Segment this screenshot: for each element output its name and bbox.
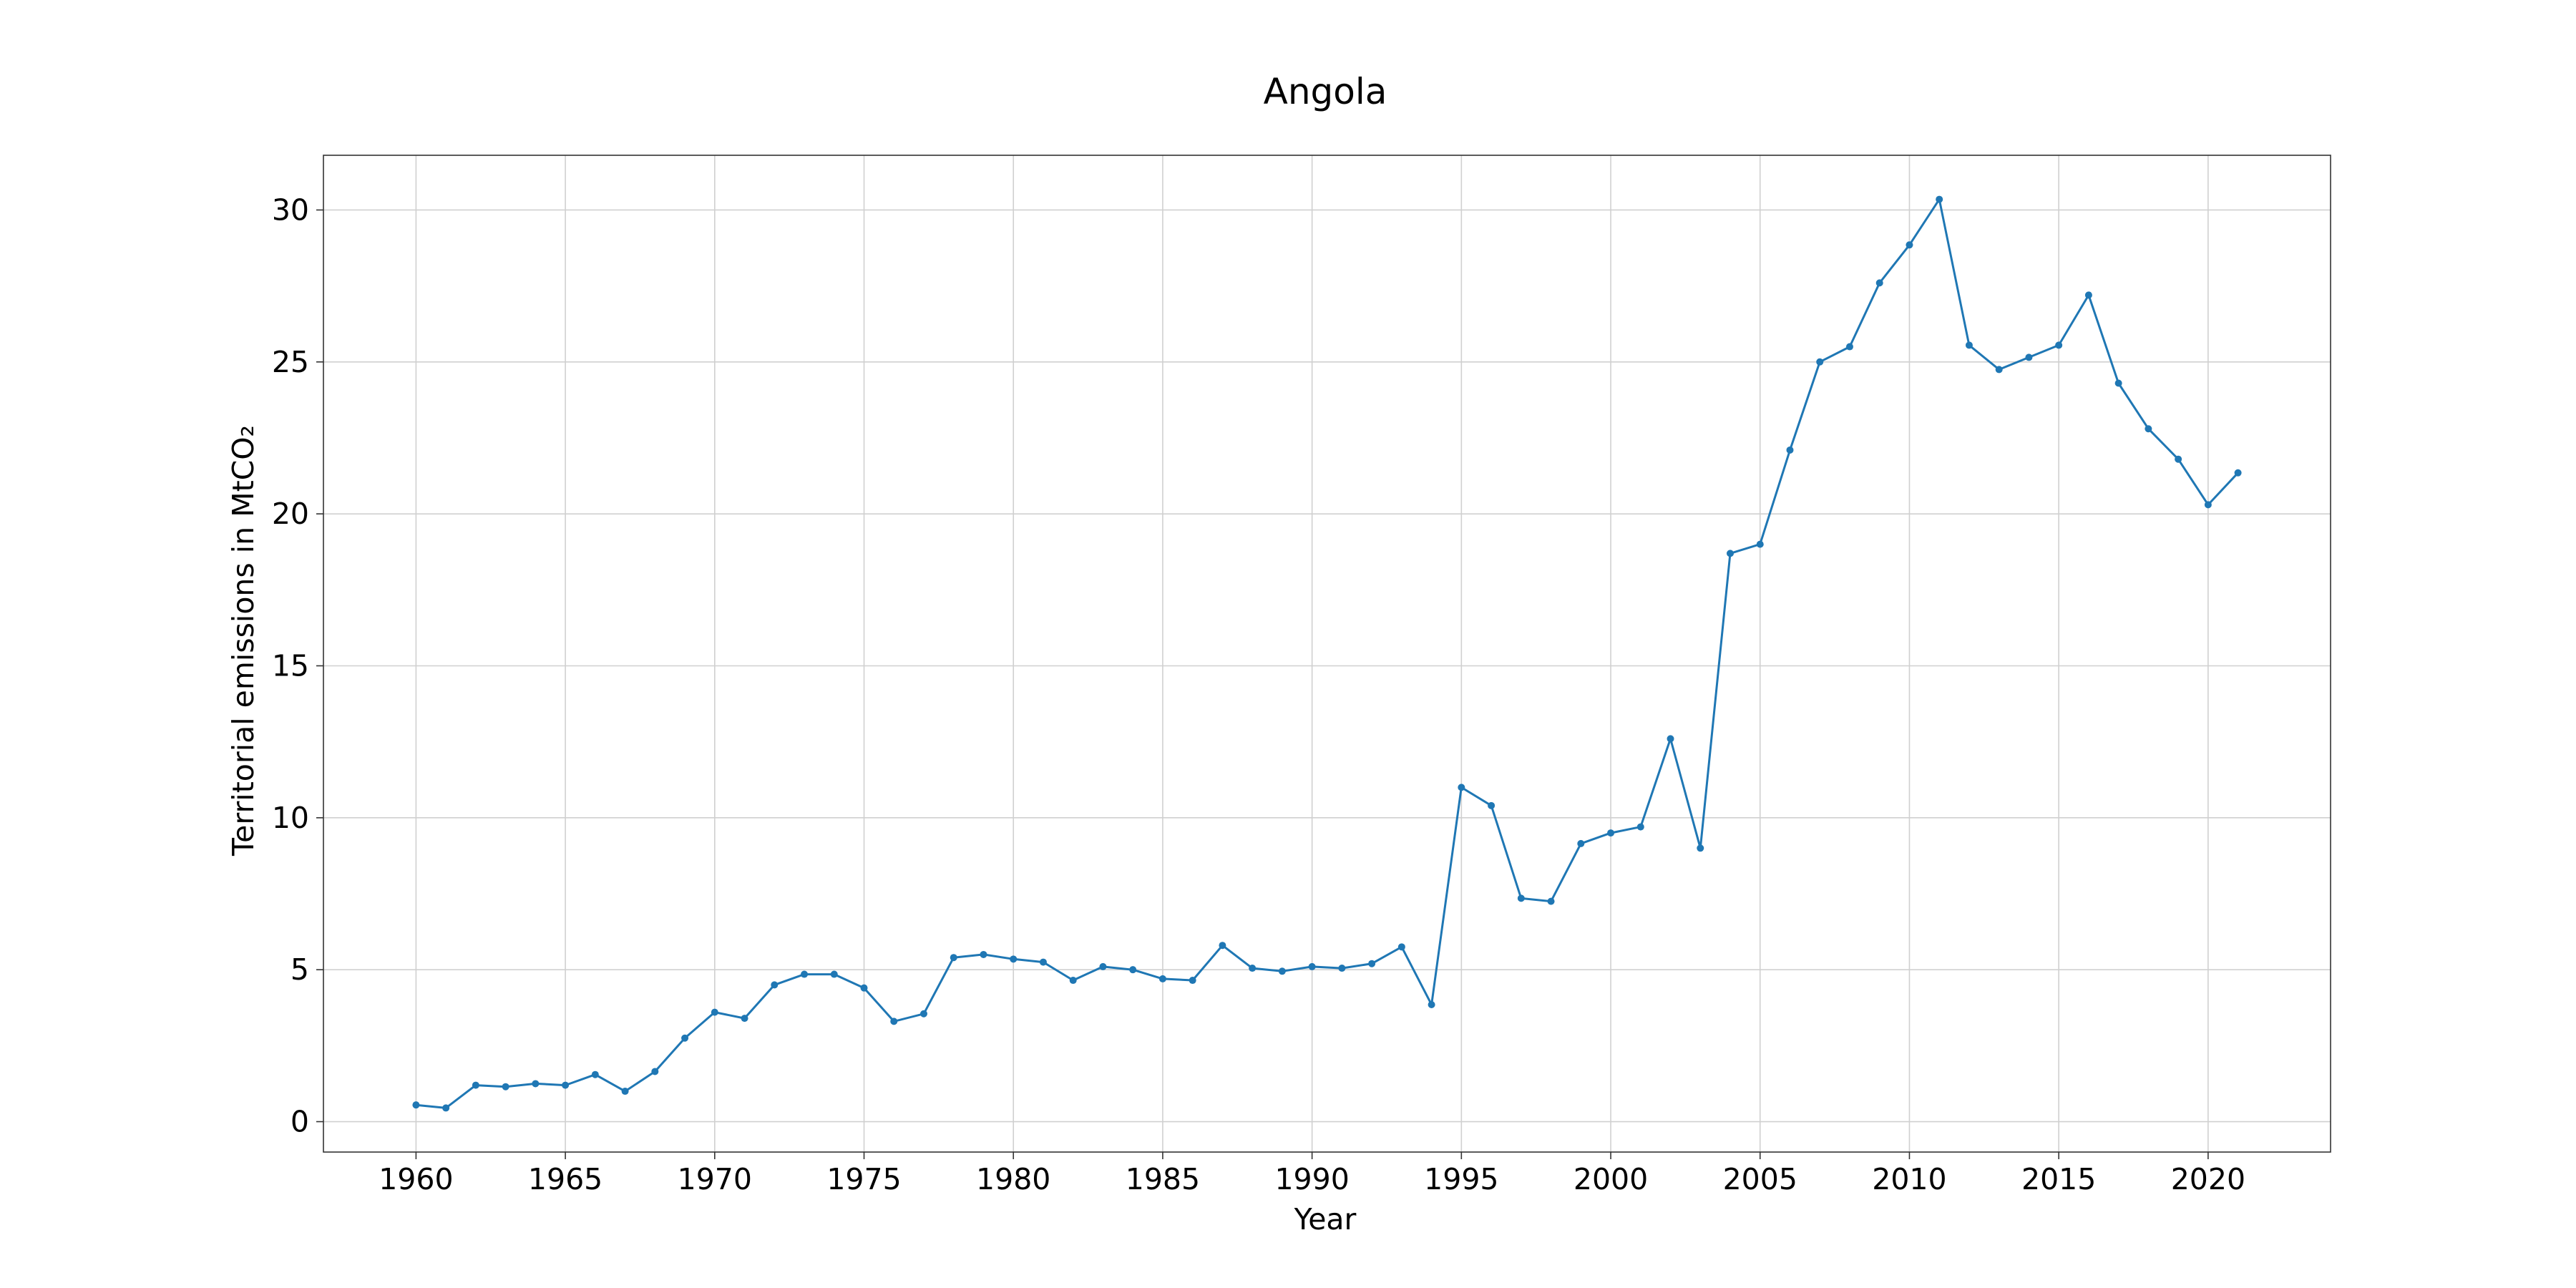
- data-point: [801, 970, 809, 978]
- data-point: [2204, 501, 2212, 509]
- data-point: [1756, 540, 1764, 548]
- x-tick-label: 1965: [528, 1162, 602, 1196]
- data-point: [741, 1015, 748, 1023]
- x-tick-label: 1980: [976, 1162, 1050, 1196]
- data-point: [1667, 735, 1674, 743]
- y-tick-label: 30: [272, 192, 309, 227]
- x-tick-label: 1990: [1274, 1162, 1349, 1196]
- data-point: [1428, 1001, 1435, 1009]
- x-axis-label: Year: [1294, 1202, 1357, 1236]
- data-point: [1099, 962, 1107, 970]
- data-point: [1607, 829, 1615, 837]
- x-tick-label: 1960: [379, 1162, 453, 1196]
- data-point: [1249, 965, 1257, 972]
- data-point: [1547, 897, 1555, 905]
- x-tick-label: 2010: [1872, 1162, 1946, 1196]
- data-point: [1786, 446, 1794, 454]
- data-point: [1458, 784, 1465, 791]
- data-point: [711, 1008, 718, 1016]
- series-points: [412, 195, 2242, 1112]
- data-point: [2055, 341, 2063, 349]
- data-point: [1158, 975, 1166, 982]
- data-point: [681, 1034, 689, 1042]
- data-point: [1816, 358, 1824, 366]
- x-axis-ticks: 1960 1965 1970 1975 1980 1985 1990 1995 2000 2005…: [379, 1152, 2245, 1196]
- data-point: [621, 1088, 629, 1096]
- data-point: [1875, 279, 1883, 287]
- x-tick-label: 2000: [1574, 1162, 1648, 1196]
- data-point: [1368, 960, 1376, 967]
- data-point: [562, 1081, 570, 1089]
- data-point: [1727, 550, 1735, 557]
- data-point: [1010, 955, 1018, 963]
- data-point: [830, 970, 838, 978]
- plot-frame: [323, 155, 2331, 1153]
- data-point: [1129, 966, 1137, 974]
- data-point: [1906, 241, 1913, 249]
- x-tick-label: 1975: [826, 1162, 901, 1196]
- data-point: [442, 1104, 450, 1112]
- data-point: [919, 1010, 927, 1018]
- y-tick-label: 25: [272, 345, 309, 379]
- data-point: [472, 1081, 479, 1089]
- data-point: [1995, 366, 2003, 374]
- data-point: [1219, 942, 1226, 950]
- data-point: [2145, 425, 2152, 433]
- y-tick-label: 15: [272, 648, 309, 683]
- data-point: [1189, 977, 1196, 985]
- data-point: [2234, 469, 2242, 477]
- y-tick-label: 0: [291, 1105, 309, 1139]
- data-point: [890, 1018, 898, 1025]
- data-point: [950, 954, 957, 962]
- data-point: [532, 1080, 540, 1088]
- grid-lines: [323, 155, 2331, 1152]
- data-point: [1278, 967, 1286, 975]
- x-tick-label: 1970: [678, 1162, 752, 1196]
- data-point: [651, 1068, 659, 1075]
- series-line: [416, 198, 2239, 1109]
- data-point: [2175, 455, 2182, 463]
- data-point: [771, 981, 779, 989]
- y-tick-label: 20: [272, 497, 309, 531]
- y-axis-ticks: 0 5 10 15 20 25 30: [272, 192, 323, 1139]
- data-point: [1308, 962, 1316, 970]
- data-point: [2114, 379, 2122, 387]
- chart-title: Angola: [1264, 71, 1387, 112]
- data-point: [1069, 977, 1077, 985]
- x-tick-label: 2005: [1723, 1162, 1797, 1196]
- x-tick-label: 2015: [2021, 1162, 2096, 1196]
- data-point: [412, 1101, 420, 1109]
- data-point: [1338, 965, 1346, 972]
- data-point: [591, 1070, 599, 1078]
- data-point: [1845, 343, 1853, 351]
- data-point: [1577, 839, 1585, 847]
- data-point: [1965, 341, 1973, 349]
- data-point: [1697, 844, 1704, 852]
- data-point: [2084, 291, 2092, 299]
- y-axis-label: Territorial emissions in MtCO₂: [226, 425, 260, 857]
- data-point: [1039, 958, 1047, 966]
- y-tick-label: 5: [291, 952, 309, 987]
- x-tick-label: 1995: [1424, 1162, 1498, 1196]
- data-point: [1488, 801, 1496, 809]
- data-point: [980, 950, 987, 958]
- data-point: [1397, 943, 1405, 951]
- data-point: [1936, 195, 1943, 203]
- data-point: [1636, 823, 1644, 831]
- y-tick-label: 10: [272, 801, 309, 835]
- data-point: [1517, 894, 1525, 902]
- data-point: [502, 1083, 509, 1091]
- data-point: [860, 984, 868, 992]
- x-tick-label: 1985: [1126, 1162, 1200, 1196]
- data-point: [2025, 353, 2033, 361]
- x-tick-label: 2020: [2171, 1162, 2245, 1196]
